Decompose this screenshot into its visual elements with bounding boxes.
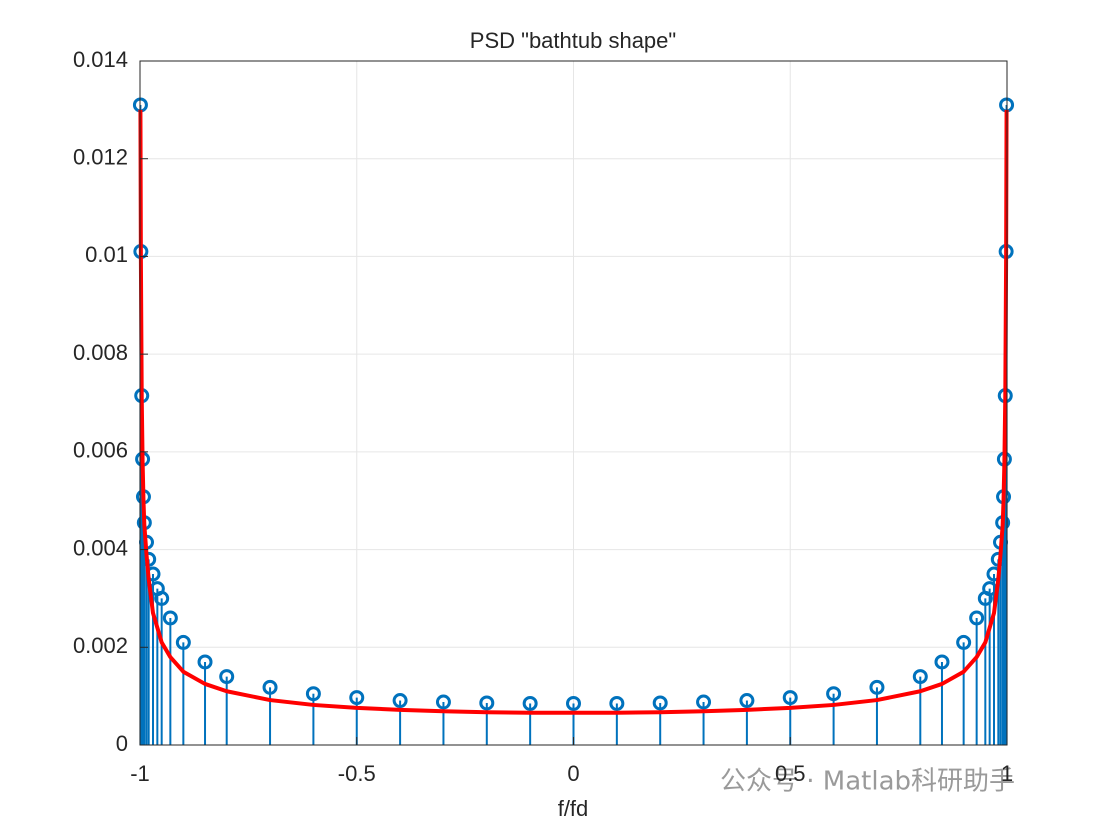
- stem-marker: [305, 686, 321, 702]
- y-tick-label: 0.004: [73, 535, 128, 560]
- stem-marker: [219, 669, 235, 685]
- stem-marker: [782, 690, 798, 706]
- stem-marker: [197, 654, 213, 670]
- stem-marker: [696, 694, 712, 710]
- y-tick-label: 0.006: [73, 438, 128, 463]
- stem-marker: [392, 693, 408, 709]
- stem-marker: [609, 695, 625, 711]
- stem-marker: [969, 610, 985, 626]
- stem-marker: [956, 634, 972, 650]
- stem-marker: [479, 695, 495, 711]
- y-tick-label: 0.012: [73, 145, 128, 170]
- line: [138, 109, 1009, 715]
- x-tick-label: 1: [1001, 761, 1013, 786]
- y-tick-label: 0.002: [73, 633, 128, 658]
- stem-marker: [522, 695, 538, 711]
- y-tick-label: 0.014: [73, 47, 128, 72]
- x-tick-label: 0.5: [775, 761, 806, 786]
- y-tick-label: 0.008: [73, 340, 128, 365]
- stem-marker: [154, 590, 170, 606]
- x-axis-label: f/fd: [558, 796, 589, 821]
- stem-marker: [739, 693, 755, 709]
- stem-marker: [435, 694, 451, 710]
- x-tick-label: 0: [567, 761, 579, 786]
- stem-marker: [566, 695, 581, 711]
- stem-marker: [912, 669, 928, 685]
- stem-marker: [934, 654, 950, 670]
- chart-title: PSD "bathtub shape": [470, 28, 676, 53]
- x-tick-label: -1: [130, 761, 150, 786]
- stem-marker: [869, 679, 885, 695]
- stem-marker: [262, 679, 278, 695]
- y-tick-label: 0.01: [85, 242, 128, 267]
- stem-marker: [652, 695, 668, 711]
- stem-marker: [349, 690, 365, 706]
- stem-marker: [826, 686, 842, 702]
- watermark: 公众号 · Matlab科研助手: [720, 767, 1015, 797]
- x-tick-label: -0.5: [338, 761, 376, 786]
- stem-marker: [162, 610, 178, 626]
- y-tick-label: 0: [116, 731, 128, 756]
- stem-marker: [175, 634, 191, 650]
